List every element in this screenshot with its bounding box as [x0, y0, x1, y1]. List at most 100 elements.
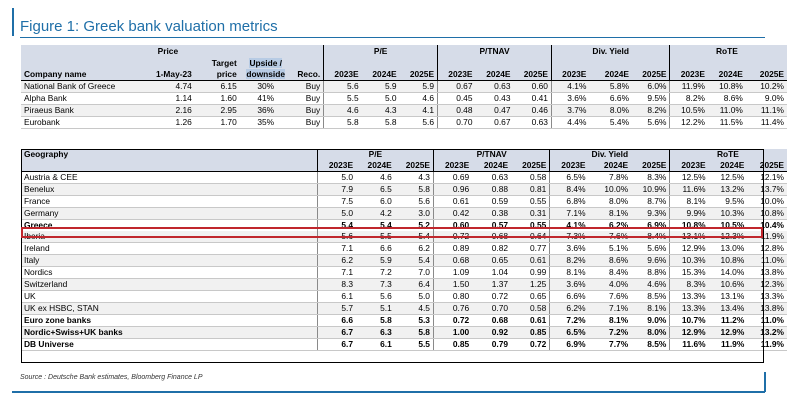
- div-value-cell: 7.6%: [588, 290, 632, 303]
- div-value-cell: 6.0%: [632, 80, 670, 93]
- reco-cell: Buy: [291, 92, 324, 105]
- geography-name-cell: Euro zone banks: [21, 314, 318, 327]
- pe-value-cell: 5.4: [316, 219, 357, 231]
- rote-value-cell: 9.0%: [745, 92, 787, 105]
- rote-value-cell: 10.4%: [747, 219, 787, 231]
- table2-header-row2: 2023E 2024E 2025E 2023E 2024E 2025E 2023…: [21, 160, 787, 172]
- table-row: Germany 5.0 4.2 3.0 0.42 0.38 0.31 7.1% 8.1% 9.3%…: [21, 207, 787, 220]
- ptnav-value-cell: 1.09: [432, 266, 473, 279]
- pe-value-cell: 4.6: [399, 92, 438, 105]
- div-value-cell: 8.1%: [549, 266, 589, 279]
- geography-name-cell: UK: [21, 290, 318, 303]
- pe-value-cell: 4.3: [394, 171, 434, 184]
- div-value-cell: 8.1%: [631, 302, 670, 315]
- div-value-cell: 8.4%: [631, 231, 670, 243]
- ptnav-value-cell: 0.85: [511, 326, 550, 339]
- ptnav-value-cell: 0.60: [513, 80, 552, 93]
- price-header: Price: [140, 45, 195, 58]
- ptnav-value-cell: 0.72: [432, 231, 473, 243]
- company-name-cell: Alpha Bank: [21, 92, 141, 105]
- ptnav-value-cell: 0.69: [432, 171, 473, 184]
- rote-value-cell: 8.6%: [707, 92, 746, 105]
- price-cell: 2.16: [140, 104, 195, 117]
- div-value-cell: 5.4%: [589, 116, 633, 129]
- div-value-cell: 6.6%: [549, 290, 589, 303]
- upside-cell: 30%: [239, 80, 292, 93]
- ptnav-value-cell: 1.50: [432, 278, 473, 291]
- reco-cell: Buy: [291, 80, 324, 93]
- upside-cell: 41%: [239, 92, 292, 105]
- pe-value-cell: 5.5: [356, 231, 395, 243]
- ptnav-value-cell: 0.61: [511, 314, 550, 327]
- pe-value-cell: 5.6: [399, 116, 438, 129]
- ptnav-value-cell: 0.45: [437, 92, 476, 105]
- table-row: Austria & CEE 5.0 4.6 4.3 0.69 0.63 0.58 6.5% 7.…: [21, 171, 787, 184]
- company-name-cell: Piraeus Bank: [21, 104, 141, 117]
- geography-name-cell: Iberia: [21, 231, 318, 243]
- pe-value-cell: 5.4: [394, 254, 434, 267]
- company-name-cell: Eurobank: [21, 116, 141, 129]
- div-value-cell: 7.1%: [549, 207, 589, 220]
- divyield-header: Div. Yield: [589, 45, 633, 58]
- pe-value-cell: 4.6: [356, 171, 395, 184]
- ptnav-value-cell: 0.89: [432, 242, 473, 255]
- geography-name-cell: Switzerland: [21, 278, 318, 291]
- rote-value-cell: 15.3%: [669, 266, 709, 279]
- rote-value-cell: 13.3%: [669, 290, 709, 303]
- year-header: 2025E: [632, 69, 670, 81]
- rote-value-cell: 13.2%: [747, 326, 787, 339]
- rote-value-cell: 10.8%: [669, 219, 709, 231]
- rote-value-cell: 11.6%: [669, 183, 709, 196]
- upside-header: Upside /: [249, 58, 283, 68]
- div-value-cell: 4.4%: [550, 116, 590, 129]
- ptnav-value-cell: 0.68: [472, 314, 512, 327]
- ptnav-value-cell: 0.88: [472, 183, 512, 196]
- ptnav-value-cell: 0.48: [437, 104, 476, 117]
- pe-value-cell: 5.5: [323, 92, 362, 105]
- ptnav-value-cell: 0.80: [432, 290, 473, 303]
- geography-name-cell: UK ex HSBC, STAN: [21, 302, 318, 315]
- ptnav-value-cell: 1.25: [511, 278, 550, 291]
- year-header: 2025E: [747, 160, 787, 172]
- geography-name-cell: Germany: [21, 207, 318, 220]
- div-value-cell: 8.2%: [549, 254, 589, 267]
- ptnav-value-cell: 0.77: [511, 242, 550, 255]
- table-row: Switzerland 8.3 7.3 6.4 1.50 1.37 1.25 3.6% 4.0%…: [21, 278, 787, 291]
- div-value-cell: 8.5%: [631, 290, 670, 303]
- pe-value-cell: 6.0: [356, 195, 395, 208]
- rote-value-cell: 12.3%: [708, 231, 748, 243]
- div-value-cell: 8.0%: [588, 195, 632, 208]
- pe-value-cell: 5.8: [394, 183, 434, 196]
- ptnav-value-cell: 0.57: [472, 219, 512, 231]
- rote-value-cell: 11.9%: [669, 80, 708, 93]
- pe-value-cell: 5.3: [394, 314, 434, 327]
- year-header: 2024E: [356, 160, 395, 172]
- pe-value-cell: 6.1: [356, 338, 395, 351]
- div-value-cell: 3.6%: [549, 242, 589, 255]
- pe-value-cell: 6.1: [316, 290, 357, 303]
- year-header: 2025E: [631, 160, 670, 172]
- year-header: 2023E: [432, 160, 473, 172]
- bank-valuation-table: Price P/E P/TNAV Div. Yield RoTE Target …: [21, 45, 787, 129]
- rote-header: RoTE: [708, 149, 748, 160]
- ptnav-value-cell: 0.58: [511, 171, 550, 184]
- geography-name-cell: Italy: [21, 254, 318, 267]
- table2-header-row1: Geography P/E P/TNAV Div. Yield RoTE: [21, 149, 787, 160]
- ptnav-value-cell: 0.63: [475, 80, 514, 93]
- pe-value-cell: 7.3: [356, 278, 395, 291]
- rote-value-cell: 13.4%: [708, 302, 748, 315]
- rote-value-cell: 12.1%: [747, 171, 787, 184]
- table1-body: National Bank of Greece 4.74 6.15 30% Buy 5.6…: [21, 80, 787, 129]
- geography-name-cell: France: [21, 195, 318, 208]
- reco-cell: Buy: [291, 116, 324, 129]
- div-value-cell: 5.1%: [588, 242, 632, 255]
- date-header: 1-May-23: [140, 69, 195, 81]
- geography-name-cell: Greece: [21, 219, 318, 231]
- pe-value-cell: 6.7: [316, 338, 357, 351]
- year-header: 2023E: [323, 69, 362, 81]
- rote-value-cell: 10.5%: [708, 219, 748, 231]
- rote-value-cell: 10.8%: [707, 80, 746, 93]
- year-header: 2024E: [361, 69, 400, 81]
- rote-value-cell: 12.5%: [669, 171, 709, 184]
- div-value-cell: 7.3%: [549, 231, 589, 243]
